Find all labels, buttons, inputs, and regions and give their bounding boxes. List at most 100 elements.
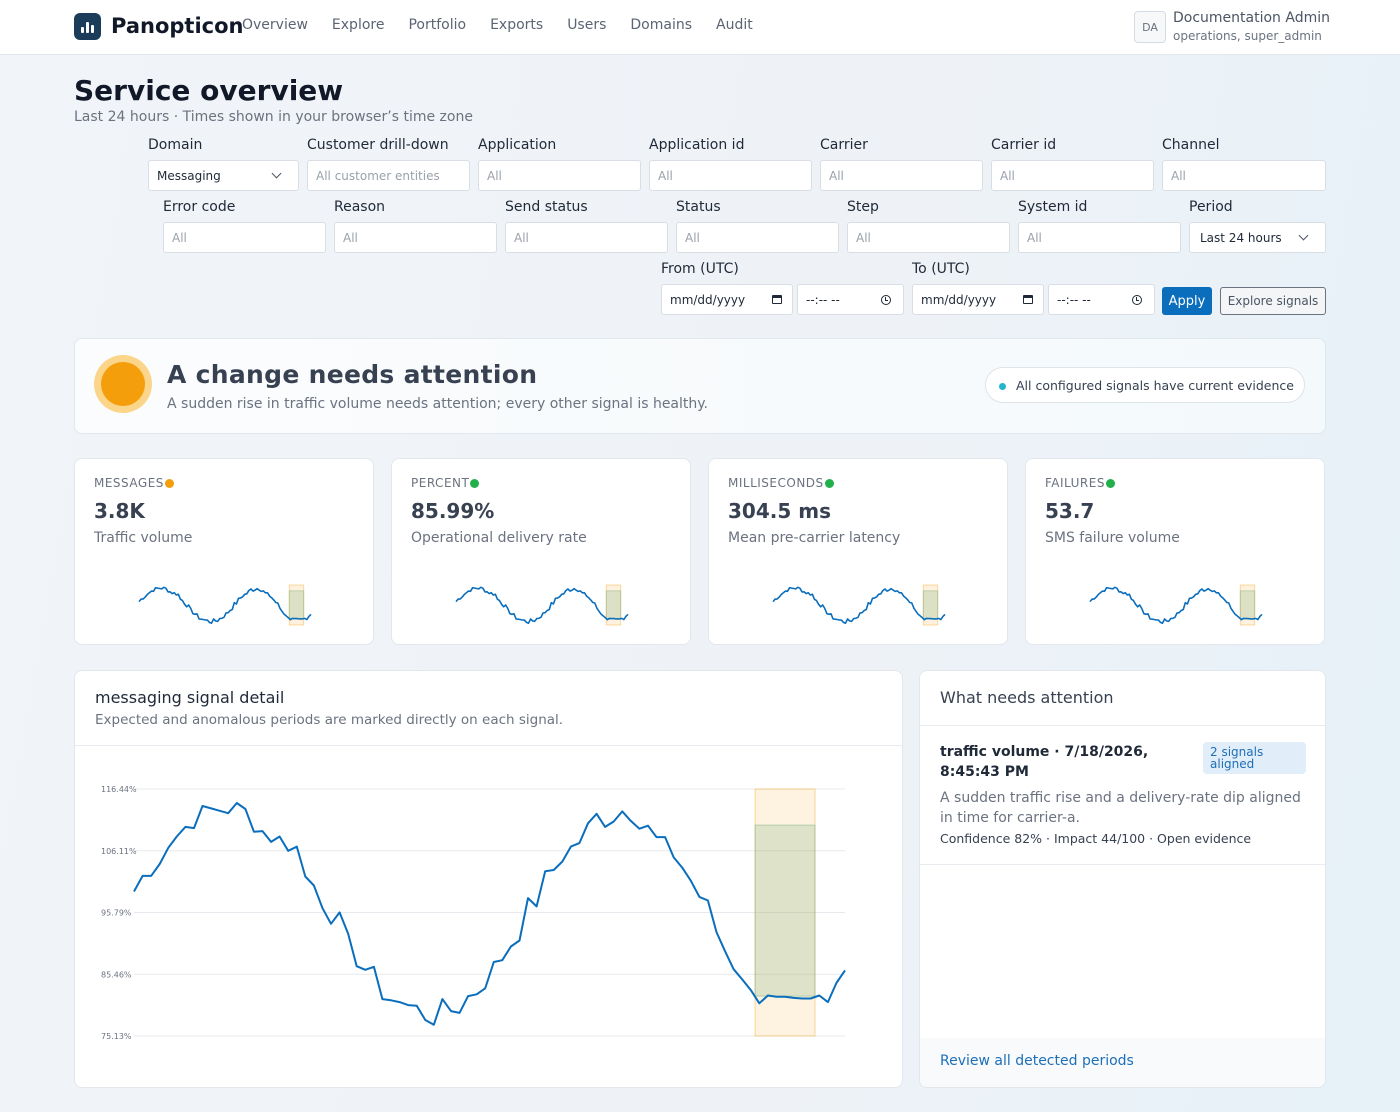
kpi-value: 3.8K [94,499,145,523]
to-time-placeholder: --:-- -- [1057,292,1091,307]
system-id-input[interactable]: All [1018,222,1181,253]
nav-overview[interactable]: Overview [242,17,308,33]
kpi-card-delivery-rate[interactable]: PERCENT 85.99% Operational delivery rate [391,458,691,645]
calendar-icon[interactable] [1023,295,1033,304]
apply-button[interactable]: Apply [1162,287,1212,315]
status-dot-icon [164,478,174,488]
attention-title: What needs attention [940,688,1114,707]
from-date-input[interactable]: mm/dd/yyyy [661,284,793,315]
customer-input[interactable]: All customer entities [307,160,470,191]
to-label: To (UTC) [912,261,970,277]
anomaly-period-band [288,590,305,619]
domain-select-value: Messaging [157,168,221,183]
y-tick-label: 75.13% [101,1032,132,1041]
y-tick-label: 95.79% [101,909,132,918]
status-dot-icon [1105,478,1115,488]
kpi-unit-text: MILLISECONDS [728,476,824,490]
kpi-unit-text: FAILURES [1045,476,1105,490]
signal-line[interactable] [133,802,846,1026]
kpi-unit: MESSAGES [94,476,174,490]
banner-description: A sudden rise in traffic volume needs at… [167,396,709,412]
application-id-input[interactable]: All [649,160,812,191]
kpi-label: Operational delivery rate [411,530,587,546]
detail-subtitle: Expected and anomalous periods are marke… [95,712,564,728]
kpi-label: Traffic volume [94,530,193,546]
app-name[interactable]: Panopticon [111,14,244,38]
period-select[interactable]: Last 24 hours [1189,222,1326,253]
step-label: Step [847,199,879,215]
y-tick-label: 85.46% [101,970,132,979]
evidence-status-text: All configured signals have current evid… [1016,377,1294,393]
carrier-id-input[interactable]: All [991,160,1154,191]
review-periods-link[interactable]: Review all detected periods [940,1053,1134,1069]
to-date-placeholder: mm/dd/yyyy [921,292,997,307]
channel-input[interactable]: All [1162,160,1326,191]
kpi-card-traffic[interactable]: MESSAGES 3.8K Traffic volume [74,458,374,645]
attention-item-title[interactable]: traffic volume · 7/18/2026, 8:45:43 PM [940,744,1149,780]
customer-label: Customer drill-down [307,137,449,153]
divider [75,745,902,746]
domain-label: Domain [148,137,203,153]
calendar-icon[interactable] [772,295,782,304]
y-tick-label: 116.44% [101,785,137,794]
send-status-input[interactable]: All [505,222,668,253]
kpi-unit: PERCENT [411,476,480,490]
nav-portfolio[interactable]: Portfolio [408,17,467,33]
aligned-signals-badge: 2 signals aligned [1203,742,1306,774]
user-roles: operations, super_admin [1173,29,1322,43]
status-dot-icon [999,383,1006,390]
error-code-input[interactable]: All [163,222,326,253]
clock-icon[interactable] [1132,294,1142,305]
y-tick-label: 106.11% [101,847,137,856]
nav-domains[interactable]: Domains [630,17,693,33]
status-input[interactable]: All [676,222,839,253]
top-navigation-bar: Panopticon Overview Explore Portfolio Ex… [0,0,1400,55]
from-time-placeholder: --:-- -- [806,292,840,307]
send-status-label: Send status [505,199,588,215]
reason-input[interactable]: All [334,222,497,253]
warning-status-icon [101,362,145,406]
user-name[interactable]: Documentation Admin [1173,10,1330,26]
from-date-placeholder: mm/dd/yyyy [670,292,746,307]
explore-signals-button[interactable]: Explore signals [1220,287,1326,315]
carrier-id-label: Carrier id [991,137,1057,153]
period-label: Period [1189,199,1233,215]
anomaly-period-band [1239,590,1256,619]
domain-select[interactable]: Messaging [148,160,299,191]
anomaly-period-band [605,590,622,619]
from-time-input[interactable]: --:-- -- [797,284,904,315]
status-label: Status [676,199,721,215]
nav-audit[interactable]: Audit [716,17,753,33]
page-title: Service overview [74,74,344,107]
to-time-input[interactable]: --:-- -- [1048,284,1155,315]
application-input[interactable]: All [478,160,641,191]
chart-logo-icon[interactable] [74,13,101,40]
anomaly-period-band[interactable] [754,824,816,997]
kpi-label: SMS failure volume [1045,530,1180,546]
sparkline [1089,584,1263,626]
carrier-label: Carrier [820,137,868,153]
kpi-unit: MILLISECONDS [728,476,834,490]
kpi-unit-text: PERCENT [411,476,470,490]
application-id-label: Application id [649,137,745,153]
expected-period-band[interactable] [754,788,816,1037]
anomaly-period-band [922,590,939,619]
attention-item-meta[interactable]: Confidence 82% · Impact 44/100 · Open ev… [940,831,1252,846]
attention-footer [920,1038,1325,1087]
clock-icon[interactable] [881,294,891,305]
main-nav: Overview Explore Portfolio Exports Users… [242,17,753,33]
divider [920,725,1325,726]
nav-explore[interactable]: Explore [331,17,385,33]
signal-chart[interactable]: 116.44% 106.11% 95.79% 85.46% 75.13% [75,746,903,1088]
kpi-card-failures[interactable]: FAILURES 53.7 SMS failure volume [1025,458,1325,645]
kpi-card-latency[interactable]: MILLISECONDS 304.5 ms Mean pre-carrier l… [708,458,1008,645]
status-dot-icon [824,478,834,488]
to-date-input[interactable]: mm/dd/yyyy [912,284,1044,315]
carrier-input[interactable]: All [820,160,983,191]
nav-exports[interactable]: Exports [490,17,544,33]
system-id-label: System id [1018,199,1088,215]
page-subtitle: Last 24 hours · Times shown in your brow… [74,109,473,125]
avatar[interactable]: DA [1134,11,1166,43]
nav-users[interactable]: Users [567,17,607,33]
step-input[interactable]: All [847,222,1010,253]
